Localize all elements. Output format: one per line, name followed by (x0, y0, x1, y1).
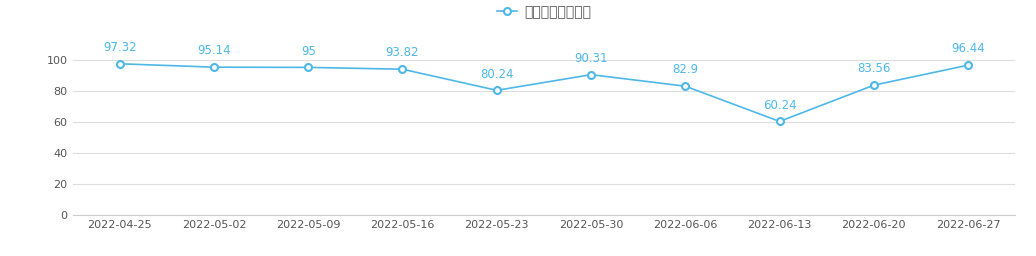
Text: 95.14: 95.14 (197, 45, 231, 57)
Text: 60.24: 60.24 (762, 99, 797, 112)
Text: 83.56: 83.56 (857, 62, 891, 76)
Text: 90.31: 90.31 (574, 52, 608, 65)
Text: 96.44: 96.44 (951, 42, 985, 55)
Text: 93.82: 93.82 (385, 47, 420, 59)
Text: 97.32: 97.32 (103, 41, 137, 54)
Text: 95: 95 (300, 45, 316, 58)
Legend: 生姜总周价格指数: 生姜总周价格指数 (491, 0, 597, 24)
Text: 80.24: 80.24 (480, 68, 514, 81)
Text: 82.9: 82.9 (672, 63, 698, 77)
